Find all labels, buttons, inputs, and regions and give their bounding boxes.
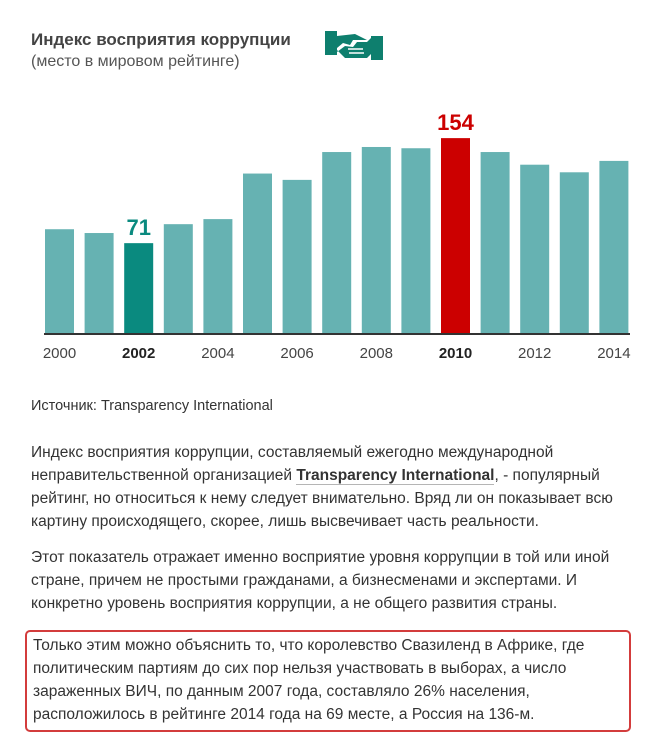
paragraph-intro-text-start: Индекс восприятия коррупции, составляемы…: [31, 444, 554, 484]
source-caption: Источник: Transparency International: [31, 398, 273, 414]
chart-title: Индекс восприятия коррупции: [31, 30, 291, 49]
bar-2013: [559, 172, 589, 333]
tick-label-2004: 2004: [201, 345, 234, 362]
bar-2003: [163, 224, 193, 333]
tick-label-2006: 2006: [280, 345, 313, 362]
tick-label-2000: 2000: [43, 345, 76, 362]
tick-label-2014: 2014: [597, 345, 630, 362]
bar-2000: [45, 229, 74, 333]
bars-group: 71 154: [45, 110, 629, 333]
bar-2007: [322, 152, 352, 333]
bar-2014: [599, 160, 629, 333]
tick-label-2010: 2010: [439, 345, 472, 362]
tick-label-2002: 2002: [122, 345, 155, 362]
x-tick-labels: 2000 2002 2004 2006 2008 2010 2012 2014: [43, 345, 631, 362]
data-label-2010: 154: [437, 110, 474, 135]
bar-2005: [243, 173, 272, 333]
bar-2002: [124, 243, 154, 333]
highlighted-paragraph: Только этим можно объяснить то, что коро…: [25, 630, 631, 732]
paragraph-perception: Этот показатель отражает именно восприят…: [31, 549, 610, 612]
paragraph-intro: Индекс восприятия коррупции, составляемы…: [31, 441, 641, 533]
bar-2008: [361, 146, 391, 333]
data-label-2002: 71: [126, 215, 150, 240]
bar-2004: [203, 219, 233, 333]
bar-2006: [282, 179, 312, 333]
handshake-icon: [325, 31, 383, 60]
bar-2011: [480, 152, 510, 333]
chart-subtitle: (место в мировом рейтинге): [31, 53, 240, 70]
tick-label-2008: 2008: [360, 345, 393, 362]
bar-2012: [520, 164, 550, 333]
bar-chart: 71 154 2000 2002 2004 2006 2008 2010 2012 2014: [43, 110, 631, 362]
paragraph-intro-text-end: , - популярный рейтинг, но относиться к …: [31, 467, 613, 530]
bar-2009: [401, 148, 431, 333]
bar-2001: [84, 233, 114, 333]
tick-label-2012: 2012: [518, 345, 551, 362]
bar-2010: [441, 138, 470, 333]
organization-link[interactable]: Transparency International: [296, 467, 495, 485]
